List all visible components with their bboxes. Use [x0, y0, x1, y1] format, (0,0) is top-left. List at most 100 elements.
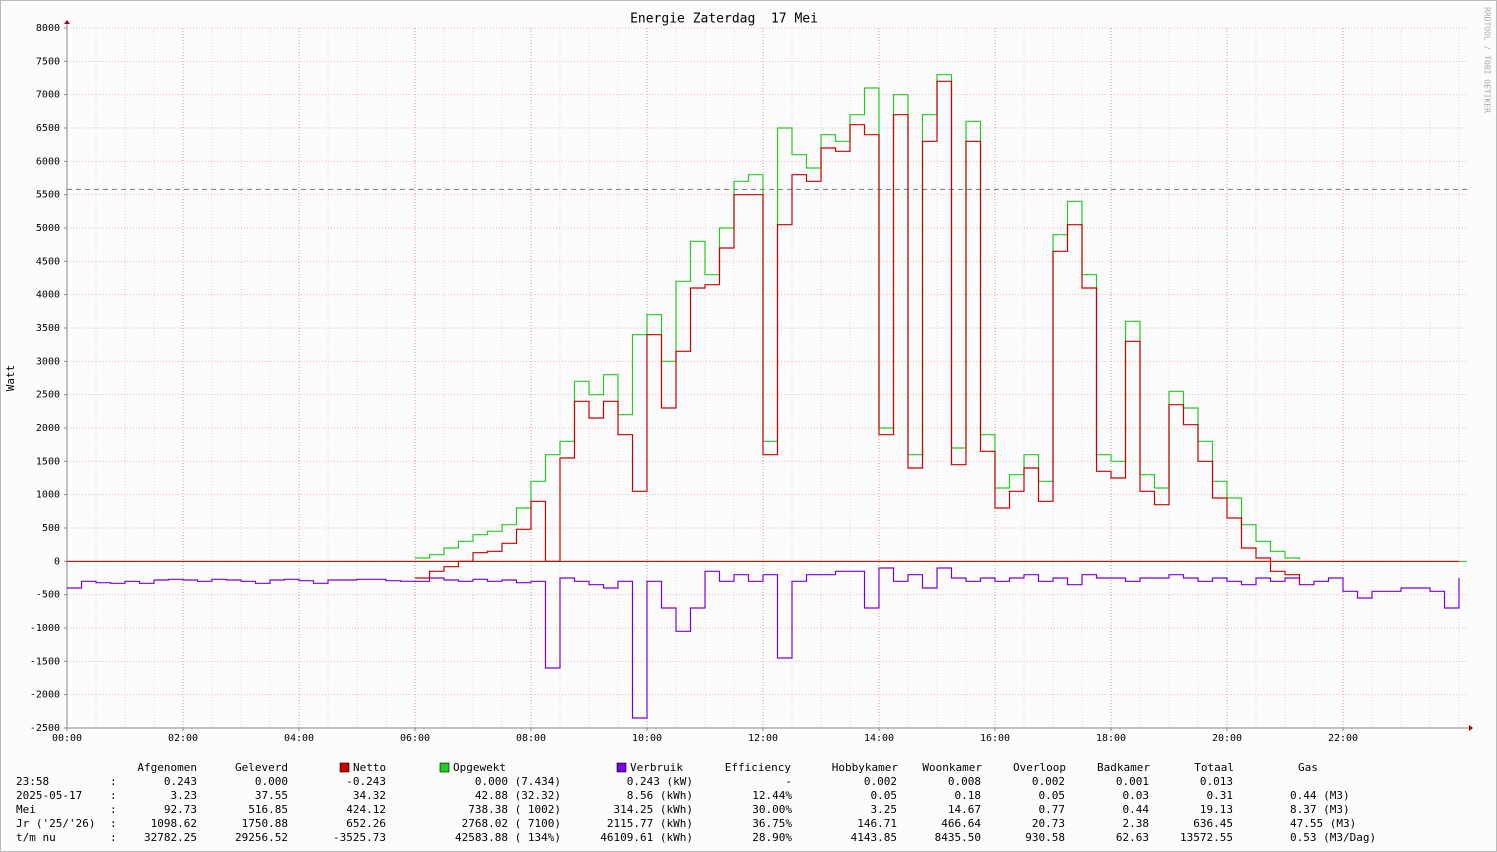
- table-cell: t/m nu: [16, 831, 56, 844]
- series-line: [415, 80, 1301, 583]
- table-header: Overloop: [1013, 761, 1066, 774]
- x-tick-label: 16:00: [980, 733, 1010, 744]
- table-header: Gas: [1298, 761, 1318, 774]
- table-cell: 0.002: [1032, 775, 1065, 788]
- axis-arrow: [1469, 725, 1473, 731]
- table-cell: 0.001: [1116, 775, 1149, 788]
- y-tick-label: 4500: [36, 256, 60, 267]
- table-cell: 2.38: [1123, 817, 1150, 830]
- table-cell: :: [110, 775, 117, 788]
- table-cell: 62.63: [1116, 831, 1149, 844]
- legend-swatch: [439, 762, 450, 773]
- x-tick-label: 04:00: [284, 733, 314, 744]
- x-tick-label: 12:00: [748, 733, 778, 744]
- table-cell: 516.85: [248, 803, 288, 816]
- x-tick-label: 02:00: [168, 733, 198, 744]
- table-cell: :: [110, 789, 117, 802]
- table-header: Afgenomen: [137, 761, 197, 774]
- table-cell: 0.03: [1123, 789, 1150, 802]
- x-tick-label: 18:00: [1096, 733, 1126, 744]
- table-cell: 46109.61 (kWh): [600, 831, 693, 844]
- table-cell: -: [785, 775, 792, 788]
- table-cell: 314.25 (kWh): [614, 803, 693, 816]
- table-cell: 8435.50: [935, 831, 981, 844]
- y-tick-label: 7500: [36, 56, 60, 67]
- table-cell: :: [110, 803, 117, 816]
- x-tick-label: 20:00: [1212, 733, 1242, 744]
- table-cell: 1098.62: [151, 817, 197, 830]
- table-cell: 0.05: [871, 789, 898, 802]
- table-cell: 8.37 (M3): [1290, 803, 1350, 816]
- table-cell: Jr ('25/'26): [16, 817, 95, 830]
- table-cell: :: [110, 817, 117, 830]
- table-cell: 2115.77 (kWh): [607, 817, 693, 830]
- y-axis-label: Watt: [4, 365, 17, 392]
- chart-title: Energie Zaterdag 17 Mei: [630, 12, 818, 27]
- table-cell: 20.73: [1032, 817, 1065, 830]
- table-cell: 0.05: [1039, 789, 1066, 802]
- table-cell: 0.53 (M3/Dag): [1290, 831, 1376, 844]
- y-tick-label: -2000: [30, 690, 60, 701]
- legend-label: Opgewekt: [453, 761, 506, 774]
- y-tick-label: 3500: [36, 323, 60, 334]
- table-header: Woonkamer: [922, 761, 982, 774]
- table-cell: 28.90%: [752, 831, 792, 844]
- y-tick-label: 5500: [36, 190, 60, 201]
- table-cell: 466.64: [941, 817, 981, 830]
- table-cell: 652.26: [346, 817, 386, 830]
- table-cell: 42.88 (32.32): [475, 789, 561, 802]
- y-tick-label: 7000: [36, 90, 60, 101]
- table-cell: 738.38 ( 1002): [468, 803, 561, 816]
- table-cell: 47.55 (M3): [1290, 817, 1356, 830]
- table-cell: 636.45: [1193, 817, 1233, 830]
- table-header: Totaal: [1194, 761, 1234, 774]
- y-tick-label: -500: [36, 590, 60, 601]
- x-tick-label: 08:00: [516, 733, 546, 744]
- table-cell: 0.44: [1123, 803, 1150, 816]
- y-tick-label: 4000: [36, 290, 60, 301]
- y-tick-label: 1500: [36, 456, 60, 467]
- table-cell: 13572.55: [1180, 831, 1233, 844]
- table-cell: 4143.85: [851, 831, 897, 844]
- table-cell: -3525.73: [333, 831, 386, 844]
- table-cell: 0.008: [948, 775, 981, 788]
- table-cell: 0.013: [1200, 775, 1233, 788]
- y-tick-label: 5000: [36, 223, 60, 234]
- table-cell: 19.13: [1200, 803, 1233, 816]
- y-tick-label: 6000: [36, 156, 60, 167]
- table-cell: 0.000: [255, 775, 288, 788]
- series-line: [67, 567, 1460, 719]
- table-cell: 0.002: [864, 775, 897, 788]
- table-cell: 36.75%: [752, 817, 792, 830]
- y-tick-label: 3000: [36, 356, 60, 367]
- table-cell: 0.18: [955, 789, 982, 802]
- table-cell: 930.58: [1025, 831, 1065, 844]
- legend-label: Verbruik: [630, 761, 683, 774]
- table-cell: 12.44%: [752, 789, 792, 802]
- table-cell: 23:58: [16, 775, 49, 788]
- y-tick-label: 1000: [36, 490, 60, 501]
- series-line: [415, 74, 1301, 560]
- table-cell: 14.67: [948, 803, 981, 816]
- legend-swatch: [339, 762, 350, 773]
- y-tick-label: -1500: [30, 656, 60, 667]
- table-cell: 8.56 (kWh): [627, 789, 693, 802]
- x-tick-label: 14:00: [864, 733, 894, 744]
- y-tick-label: 2000: [36, 423, 60, 434]
- y-tick-label: 2500: [36, 390, 60, 401]
- x-tick-label: 10:00: [632, 733, 662, 744]
- table-cell: 0.243 (kW): [627, 775, 693, 788]
- table-cell: 42583.88 ( 134%): [455, 831, 561, 844]
- table-cell: Mei: [16, 803, 36, 816]
- y-tick-label: -2500: [30, 723, 60, 734]
- x-tick-label: 00:00: [52, 733, 82, 744]
- y-tick-label: -1000: [30, 623, 60, 634]
- table-cell: 0.243: [164, 775, 197, 788]
- legend-label: Netto: [353, 761, 386, 774]
- table-cell: 34.32: [353, 789, 386, 802]
- axis-arrow: [64, 20, 70, 24]
- table-header: Geleverd: [235, 761, 288, 774]
- table-cell: 146.71: [857, 817, 897, 830]
